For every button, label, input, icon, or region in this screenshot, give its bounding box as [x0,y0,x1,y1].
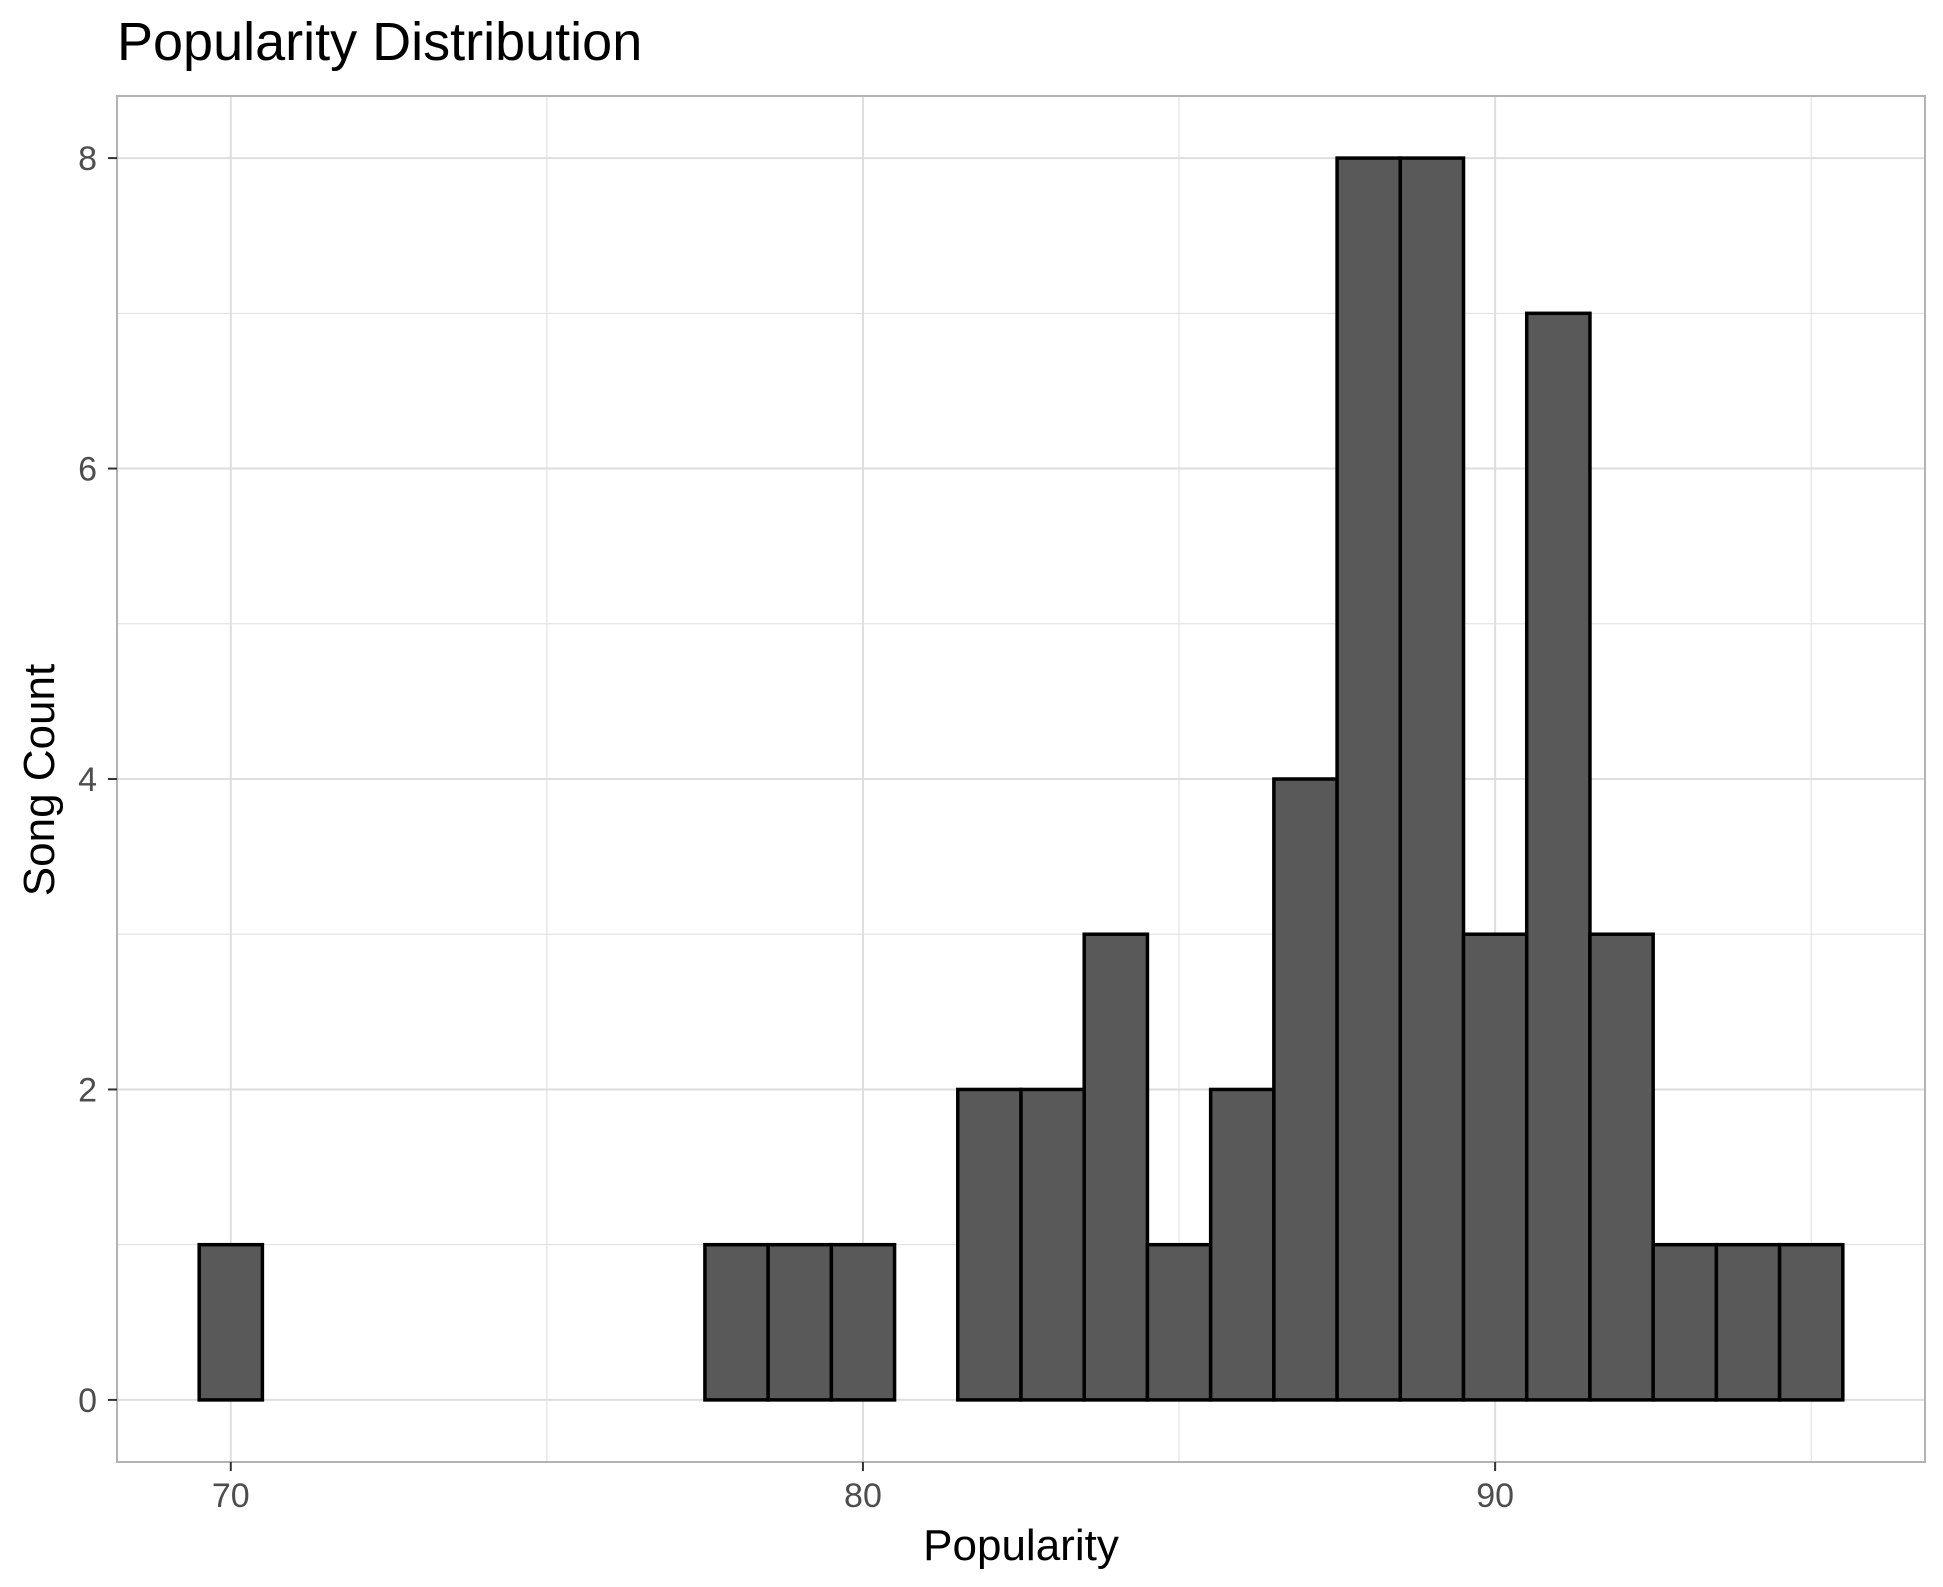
y-tick-label: 6 [78,451,97,489]
histogram-bar [1524,311,1592,1402]
histogram-bar [703,1242,770,1402]
y-tick-label: 4 [78,761,97,799]
grid-lines [117,96,1925,1462]
histogram-bars [197,156,1845,1402]
histogram-bar [956,1087,1023,1402]
chart-title: Popularity Distribution [117,12,642,72]
x-axis-ticks: 70 80 90 [212,1462,1514,1515]
y-tick-label: 8 [78,140,97,178]
histogram-bar [1019,1087,1086,1402]
histogram-bar [1145,1242,1213,1402]
x-axis-title: Popularity [923,1521,1119,1570]
histogram-bar [197,1242,265,1402]
y-tick-label: 0 [78,1382,97,1420]
y-axis-title: Song Count [15,664,64,896]
histogram-bar [766,1242,834,1402]
y-axis-ticks: 0 2 4 6 8 [78,140,117,1420]
histogram-bar [1398,156,1466,1402]
x-tick-label: 70 [212,1477,250,1515]
histogram-bar [1651,1242,1719,1402]
histogram-bar [1335,156,1403,1402]
histogram-bar [1777,1242,1845,1402]
histogram-bar [1208,1087,1276,1402]
histogram-bar [829,1242,897,1402]
histogram-bar [1714,1242,1782,1402]
x-tick-label: 80 [844,1477,882,1515]
histogram-bar [1082,932,1150,1402]
histogram-bar [1272,777,1339,1402]
x-tick-label: 90 [1476,1477,1514,1515]
y-tick-label: 2 [78,1071,97,1109]
histogram-bar [1588,932,1655,1402]
histogram-bar [1461,932,1529,1402]
